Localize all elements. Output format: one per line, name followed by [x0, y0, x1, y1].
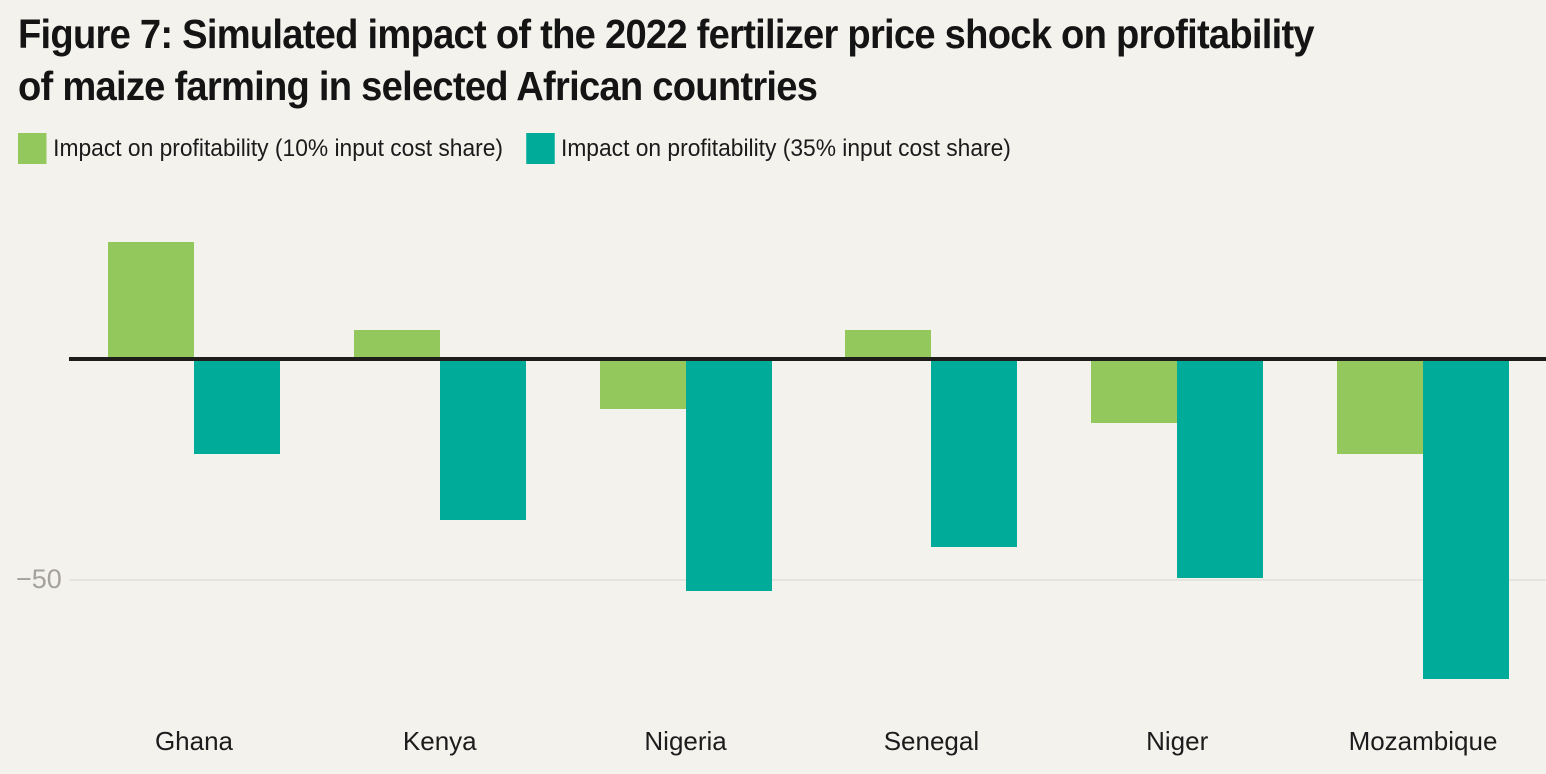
- legend-swatch-35pct: [525, 133, 555, 164]
- bar-ghana-35pct: [194, 360, 280, 454]
- bar-niger-35pct: [1177, 360, 1264, 578]
- bar-kenya-35pct: [439, 360, 526, 520]
- legend-item-10pct: Impact on profitability (10% input cost …: [18, 133, 503, 164]
- legend-swatch-10pct: [18, 133, 47, 164]
- legend-label-35pct: Impact on profitability (35% input cost …: [560, 134, 1011, 162]
- bar-nigeria-10pct: [599, 360, 686, 410]
- xlabel-kenya: Kenya: [402, 726, 477, 756]
- bar-senegal-35pct: [931, 360, 1018, 547]
- legend: Impact on profitability (10% input cost …: [18, 133, 1011, 164]
- gridline-minus-50: [69, 579, 1546, 582]
- xlabel-ghana: Ghana: [154, 726, 234, 756]
- bar-mozambique-35pct: [1423, 360, 1509, 680]
- figure-title-line-2: of maize farming in selected African cou…: [18, 63, 818, 110]
- legend-label-10pct: Impact on profitability (10% input cost …: [53, 134, 504, 162]
- xlabel-nigeria: Nigeria: [644, 726, 727, 756]
- bar-kenya-10pct: [353, 330, 440, 357]
- bar-niger-10pct: [1091, 360, 1178, 423]
- legend-item-35pct: Impact on profitability (35% input cost …: [525, 133, 1011, 164]
- figure-title-line-1: Figure 7: Simulated impact of the 2022 f…: [18, 11, 1315, 57]
- bar-senegal-10pct: [845, 330, 932, 357]
- xlabel-senegal: Senegal: [883, 726, 980, 756]
- xlabel-niger: Niger: [1146, 726, 1209, 756]
- zero-axis-line: [69, 357, 1546, 361]
- xlabel-mozambique: Mozambique: [1348, 726, 1498, 756]
- bar-nigeria-35pct: [685, 360, 772, 591]
- ytick-label-minus-50: −50: [16, 564, 62, 595]
- figure-title: Figure 7: Simulated impact of the 2022 f…: [18, 8, 1315, 112]
- bar-mozambique-10pct: [1337, 360, 1423, 454]
- bar-ghana-10pct: [108, 241, 194, 357]
